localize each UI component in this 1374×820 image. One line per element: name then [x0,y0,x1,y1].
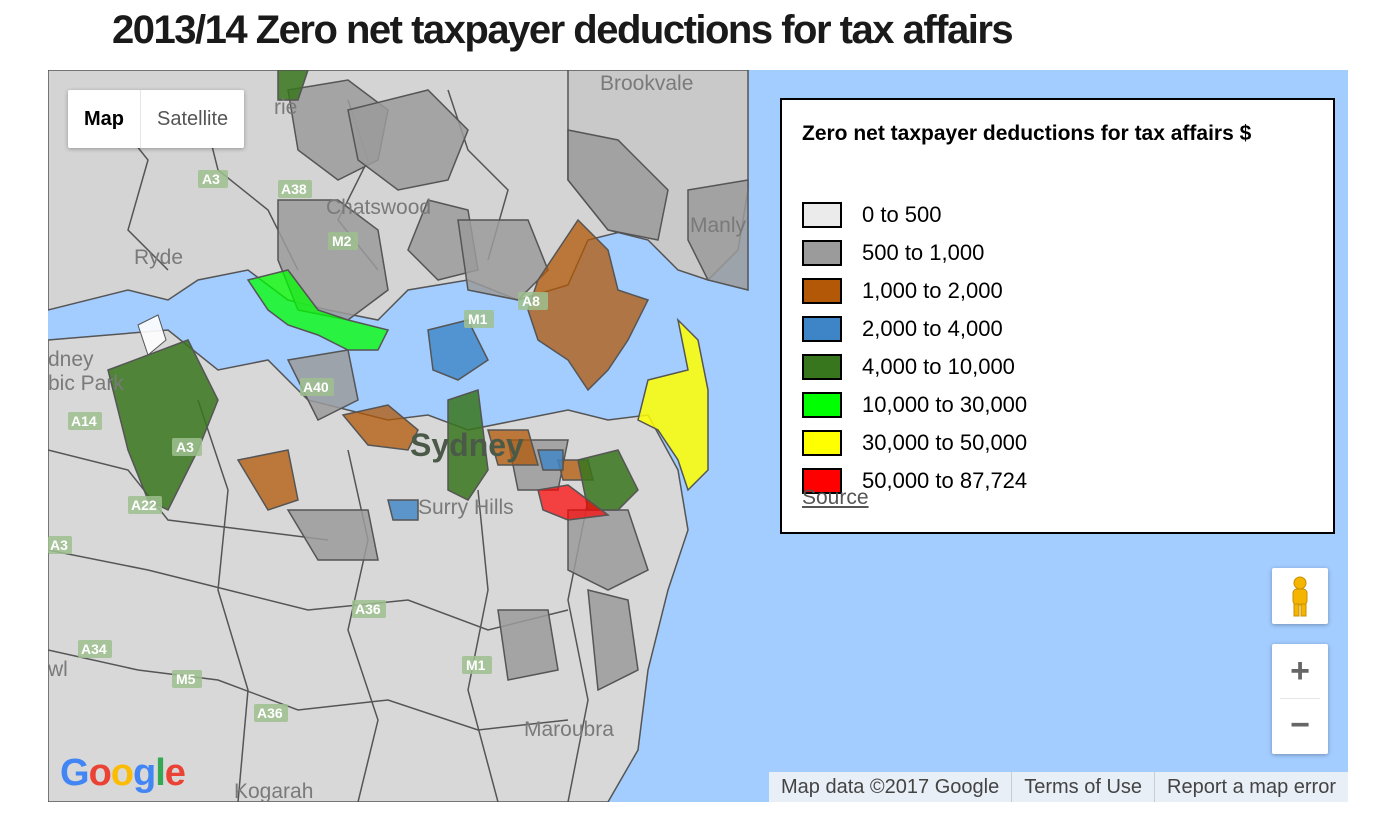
place-surry-hills: Surry Hills [418,496,514,519]
svg-text:A38: A38 [281,181,307,197]
legend-label: 4,000 to 10,000 [862,354,1015,379]
place-manly: Manly [690,214,747,237]
suburbs-1000-2000[interactable] [236,218,650,511]
legend-item: 1,000 to 2,000 [802,274,1003,308]
road-shield-a3-mid: A3 [172,438,202,456]
svg-text:M1: M1 [466,657,486,673]
legend-label: 50,000 to 87,724 [862,468,1028,493]
svg-text:A22: A22 [131,497,157,513]
road-shield-a22: A22 [128,496,162,514]
legend-label: 10,000 to 30,000 [862,392,1028,417]
svg-text:M5: M5 [176,671,196,687]
map-canvas[interactable]: Brookvale Chatswood Manly Ryde Sydney Su… [48,70,1348,802]
road-shield-m1-south: M1 [462,656,492,674]
road-shield-a3-south: A3 [48,536,72,554]
road-shield-a38: A38 [278,180,312,198]
legend-label: 0 to 500 [862,202,942,227]
svg-text:A3: A3 [176,439,194,455]
suburb-50000-87724[interactable] [537,484,610,521]
map-attribution: Map data ©2017 Google Terms of Use Repor… [768,772,1348,802]
svg-text:A34: A34 [81,641,107,657]
suburb-30000-50000[interactable] [637,317,709,492]
legend-swatch [802,354,842,380]
svg-text:A14: A14 [71,413,97,429]
road-shield-m2: M2 [328,232,358,250]
legend-swatch [802,278,842,304]
road-shield-a3: A3 [198,170,228,188]
road-shield-m1-north: M1 [464,310,494,328]
legend-item: 2,000 to 4,000 [802,312,1003,346]
suburbs-500-1000[interactable] [277,79,749,692]
zoom-in-button[interactable]: + [1290,652,1310,690]
legend-item: 30,000 to 50,000 [802,426,1027,460]
google-logo: Google [60,752,186,794]
legend-item: 0 to 500 [802,198,942,232]
legend-item: 500 to 1,000 [802,236,984,270]
legend-swatch [802,468,842,494]
legend: Zero net taxpayer deductions for tax aff… [780,98,1335,534]
svg-text:A36: A36 [355,601,381,617]
report-map-error-link[interactable]: Report a map error [1154,772,1348,802]
place-partial-ie: rie [274,96,297,119]
legend-source-link[interactable]: Source [802,486,869,509]
svg-text:A3: A3 [50,537,68,553]
place-ryde: Ryde [134,246,183,269]
svg-text:M2: M2 [332,233,352,249]
place-brookvale: Brookvale [600,72,693,95]
map-type-map-button[interactable]: Map [68,90,141,148]
pegman-icon [1292,576,1308,617]
zoom-control: + − [1272,644,1328,754]
legend-item: 50,000 to 87,724 [802,464,1027,498]
legend-swatch [802,430,842,456]
road-shield-m5: M5 [172,670,202,688]
road-shield-a36: A36 [352,600,386,618]
legend-label: 2,000 to 4,000 [862,316,1003,341]
place-partial-wl: wl [48,658,68,681]
road-shield-a36-south: A36 [254,704,288,722]
svg-text:M1: M1 [468,311,488,327]
place-maroubra: Maroubra [524,718,614,741]
zoom-divider [1280,698,1320,699]
legend-item: 10,000 to 30,000 [802,388,1027,422]
legend-item: 4,000 to 10,000 [802,350,1015,384]
suburb-0-500[interactable] [137,314,167,356]
road-shield-a34: A34 [78,640,112,658]
choropleth-layer[interactable]: Brookvale Chatswood Manly Ryde Sydney Su… [48,70,1348,802]
legend-swatch [802,392,842,418]
svg-text:A40: A40 [303,379,329,395]
zoom-out-button[interactable]: − [1290,706,1310,744]
map-type-satellite-button[interactable]: Satellite [157,108,229,130]
svg-text:A8: A8 [522,293,540,309]
place-sydney: Sydney [410,427,524,463]
svg-text:A36: A36 [257,705,283,721]
terms-of-use-link[interactable]: Terms of Use [1011,772,1154,802]
legend-swatch [802,240,842,266]
suburbs-4000-10000[interactable] [107,70,639,512]
road-shield-a8: A8 [518,292,548,310]
place-chatswood: Chatswood [326,196,431,219]
street-view-button[interactable] [1272,568,1328,624]
legend-label: 30,000 to 50,000 [862,430,1028,455]
legend-label: 500 to 1,000 [862,240,985,265]
suburb-10000-30000[interactable] [246,269,390,351]
svg-text:A3: A3 [202,171,220,187]
legend-swatch [802,316,842,342]
page-title: 2013/14 Zero net taxpayer deductions for… [112,8,1014,52]
suburbs-2000-4000[interactable] [387,319,564,521]
place-kogarah: Kogarah [234,780,313,802]
road-shield-a40: A40 [300,378,334,396]
legend-title: Zero net taxpayer deductions for tax aff… [802,122,1252,145]
map-data-credit: Map data ©2017 Google [780,776,1000,798]
map-type-control: Map Satellite [68,90,245,148]
legend-swatch [802,202,842,228]
place-partial-olympic-park: dney bic Park [48,348,124,395]
road-shield-a44: A14 [68,412,102,430]
legend-label: 1,000 to 2,000 [862,278,1003,303]
